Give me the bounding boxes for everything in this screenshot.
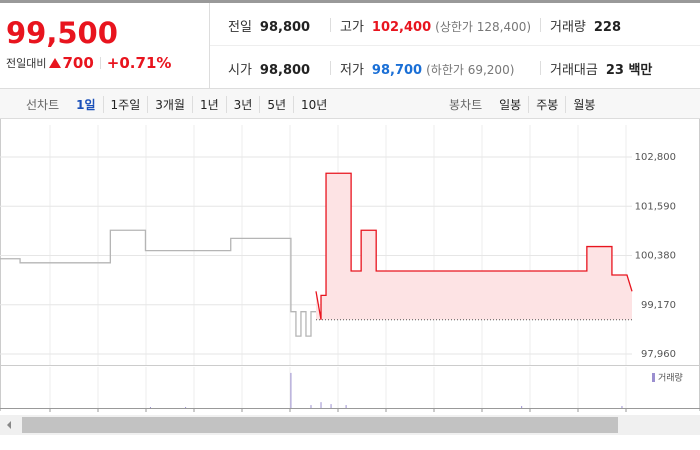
line	[0, 229, 316, 337]
tab-group-label: 선차트	[26, 98, 60, 112]
y-tick-label: 100,380	[635, 251, 676, 262]
legend-label: 거래량	[658, 372, 683, 384]
divider	[0, 88, 700, 89]
price: 99,500	[6, 16, 118, 50]
item-value: 98,800	[259, 63, 311, 78]
quote-item: 거래대금 23 백만	[550, 59, 652, 78]
divider	[540, 61, 541, 75]
quote-item: 저가 98,700 (하한가 69,200)	[340, 59, 514, 78]
tab-bar	[0, 89, 700, 119]
divider	[330, 61, 331, 75]
tab[interactable]: 10년	[293, 96, 334, 113]
divider	[210, 45, 700, 46]
tab[interactable]: 1년	[191, 96, 226, 113]
y-tick-label: 97,960	[641, 349, 676, 360]
volume-bar	[320, 402, 322, 408]
scroll-left-arrow	[7, 421, 11, 429]
up-icon	[49, 58, 62, 68]
item-label: 전일	[228, 20, 252, 35]
y-tick-label: 101,590	[635, 201, 676, 212]
change: 700	[62, 54, 94, 72]
divider	[209, 3, 210, 88]
tab[interactable]: 3년	[225, 96, 260, 113]
tab[interactable]: 3개월	[147, 96, 192, 113]
item-value: 102,400	[371, 20, 432, 35]
line	[315, 172, 633, 320]
item-value: 98,800	[259, 20, 311, 35]
item-label: 고가	[340, 20, 364, 35]
chart: 97,960 99,170 100,380 101,590 102,800 거래량	[0, 119, 700, 435]
quote-item: 고가 102,400 (상한가 128,400)	[340, 16, 531, 35]
tab[interactable]: 1일	[76, 98, 96, 112]
volume-bar	[185, 407, 187, 408]
change-label: 전일대비	[6, 57, 47, 70]
volume-bar	[310, 405, 312, 408]
tab[interactable]: 일봉	[499, 98, 522, 112]
volume-bar	[621, 406, 623, 408]
item-label: 저가	[340, 63, 364, 78]
tab[interactable]: 1주일	[102, 96, 148, 113]
divider	[540, 18, 541, 32]
item-value: 228	[593, 20, 622, 35]
area	[316, 173, 632, 320]
volume-bar	[149, 407, 151, 408]
candle-tabs: 봉차트 일봉 주봉 월봉	[449, 96, 602, 113]
item-label: 거래대금	[550, 63, 598, 78]
item-note: (상한가 128,400)	[435, 20, 532, 34]
quote-item: 거래량 228	[550, 16, 621, 35]
item-note: (하한가 69,200)	[426, 63, 515, 77]
scroll-thumb[interactable]	[22, 417, 618, 433]
volume-bar	[345, 405, 347, 408]
item-value: 23 백만	[605, 63, 653, 78]
item-value: 98,700	[371, 63, 423, 78]
volume-bar	[330, 404, 332, 408]
tab[interactable]: 월봉	[565, 96, 602, 113]
tab[interactable]: 5년	[259, 96, 293, 113]
y-tick-label: 102,800	[635, 152, 676, 163]
change-rate: +0.71%	[106, 54, 172, 72]
tab[interactable]: 주봉	[528, 96, 565, 113]
volume-bar	[521, 406, 523, 408]
item-label: 시가	[228, 63, 252, 78]
legend-swatch	[652, 373, 655, 382]
quote-item: 시가 98,800	[228, 59, 310, 78]
quote-item: 전일 98,800	[228, 16, 310, 35]
change-row: 전일대비 700 +0.71%	[6, 54, 171, 72]
top-border	[0, 0, 700, 3]
volume-bar	[290, 372, 292, 408]
tab-group-label: 봉차트	[449, 98, 483, 112]
sep	[99, 57, 101, 69]
item-label: 거래량	[550, 20, 586, 35]
y-tick-label: 99,170	[641, 300, 676, 311]
divider	[330, 18, 331, 32]
line-tabs: 선차트 1일 1주일 3개월 1년 3년 5년 10년	[26, 96, 334, 113]
